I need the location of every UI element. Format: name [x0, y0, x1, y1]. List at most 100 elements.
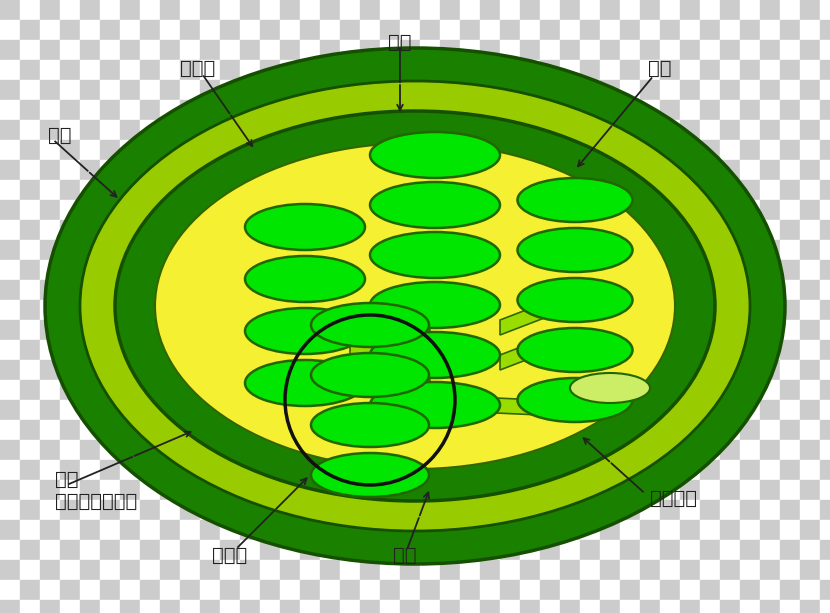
Bar — [160, 460, 180, 480]
Bar — [220, 460, 240, 480]
Bar — [660, 60, 680, 80]
Bar — [480, 340, 500, 360]
Bar — [300, 260, 320, 280]
Bar — [120, 520, 140, 540]
Bar — [480, 560, 500, 580]
Bar — [720, 120, 740, 140]
Bar — [460, 480, 480, 500]
Bar — [560, 40, 580, 60]
Bar — [740, 160, 760, 180]
Bar — [40, 100, 60, 120]
Bar — [20, 260, 40, 280]
Bar — [180, 360, 200, 380]
Text: 类囊体腔: 类囊体腔 — [650, 489, 697, 508]
Bar — [480, 500, 500, 520]
Bar — [660, 80, 680, 100]
Bar — [780, 300, 800, 320]
Bar — [700, 60, 720, 80]
Bar — [240, 80, 260, 100]
Bar — [660, 0, 680, 20]
Bar — [200, 480, 220, 500]
Bar — [20, 480, 40, 500]
Bar — [540, 0, 560, 20]
Bar — [580, 260, 600, 280]
Bar — [80, 300, 100, 320]
Bar — [820, 140, 830, 160]
Bar — [720, 460, 740, 480]
Bar — [120, 480, 140, 500]
Bar — [160, 400, 180, 420]
Bar — [760, 540, 780, 560]
Bar — [380, 160, 400, 180]
Bar — [800, 220, 820, 240]
Bar — [380, 260, 400, 280]
Bar — [440, 380, 460, 400]
Bar — [280, 340, 300, 360]
Bar — [180, 100, 200, 120]
Bar — [280, 40, 300, 60]
Bar — [320, 380, 340, 400]
Bar — [720, 440, 740, 460]
Bar — [60, 0, 80, 20]
Bar — [300, 100, 320, 120]
Bar — [780, 360, 800, 380]
Ellipse shape — [245, 360, 365, 406]
Bar — [800, 80, 820, 100]
Bar — [240, 560, 260, 580]
Bar — [520, 220, 540, 240]
Bar — [240, 440, 260, 460]
Bar — [240, 120, 260, 140]
Bar — [480, 540, 500, 560]
Bar — [600, 580, 620, 600]
Bar — [700, 440, 720, 460]
Bar — [320, 260, 340, 280]
Bar — [780, 140, 800, 160]
Bar — [280, 240, 300, 260]
Text: 基质: 基质 — [648, 58, 671, 77]
Bar — [560, 460, 580, 480]
Bar — [160, 120, 180, 140]
Bar — [400, 260, 420, 280]
Bar — [340, 80, 360, 100]
Bar — [200, 400, 220, 420]
Bar — [460, 260, 480, 280]
Bar — [440, 320, 460, 340]
Bar — [520, 360, 540, 380]
Bar — [660, 540, 680, 560]
Polygon shape — [350, 340, 430, 375]
Bar — [280, 520, 300, 540]
Bar — [80, 180, 100, 200]
Bar — [60, 200, 80, 220]
Bar — [60, 320, 80, 340]
Bar — [420, 440, 440, 460]
Bar — [360, 0, 380, 20]
Bar — [200, 580, 220, 600]
Bar — [80, 120, 100, 140]
Bar — [540, 20, 560, 40]
Bar — [540, 300, 560, 320]
Bar — [140, 180, 160, 200]
Bar — [480, 400, 500, 420]
Bar — [580, 60, 600, 80]
Bar — [700, 460, 720, 480]
Bar — [400, 480, 420, 500]
Bar — [300, 320, 320, 340]
Bar — [300, 160, 320, 180]
Bar — [780, 340, 800, 360]
Bar — [740, 40, 760, 60]
Bar — [260, 140, 280, 160]
Bar — [420, 500, 440, 520]
Bar — [320, 520, 340, 540]
Bar — [100, 340, 120, 360]
Bar — [760, 80, 780, 100]
Bar — [580, 40, 600, 60]
Bar — [320, 180, 340, 200]
Bar — [200, 260, 220, 280]
Bar — [760, 20, 780, 40]
Bar — [620, 140, 640, 160]
Bar — [220, 380, 240, 400]
Bar — [180, 400, 200, 420]
Bar — [420, 40, 440, 60]
Bar — [220, 180, 240, 200]
Bar — [600, 600, 620, 613]
